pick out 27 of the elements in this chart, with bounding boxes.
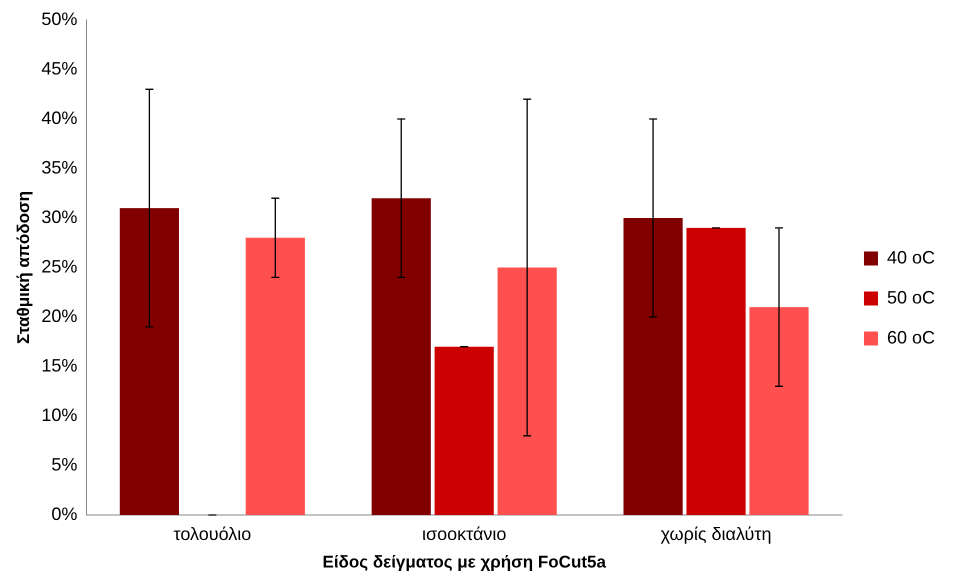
bar: [623, 218, 683, 515]
x-axis-title: Είδος δείγματος με χρήση FoCut5a: [322, 552, 606, 572]
bar: [749, 307, 809, 515]
x-tick-label: χωρίς διαλύτη: [660, 524, 772, 544]
y-tick-label: 50%: [41, 8, 78, 29]
x-tick-label: τολουόλιο: [173, 524, 252, 544]
x-tick-label: ισοοκτάνιο: [422, 524, 506, 544]
legend-label: 60 oC: [886, 327, 936, 348]
y-tick-label: 15%: [41, 355, 78, 376]
y-tick-label: 45%: [41, 58, 78, 78]
bar: [686, 228, 746, 515]
y-tick-label: 10%: [41, 404, 78, 425]
bar: [246, 238, 305, 515]
y-tick-label: 5%: [51, 454, 78, 474]
y-tick-label: 25%: [41, 256, 78, 276]
bar: [120, 208, 179, 515]
y-tick-label: 35%: [41, 157, 78, 178]
y-tick-label: 30%: [41, 206, 78, 227]
y-tick-label: 0%: [51, 504, 78, 524]
y-tick-label: 40%: [41, 108, 78, 128]
legend-label: 40 oC: [886, 247, 936, 268]
bar: [372, 198, 431, 515]
bar: [498, 268, 557, 515]
legend-label: 50 oC: [886, 287, 936, 308]
y-axis-title: Σταθμική απόδοση: [14, 191, 33, 344]
bar: [434, 346, 494, 515]
y-tick-label: 20%: [41, 306, 78, 326]
